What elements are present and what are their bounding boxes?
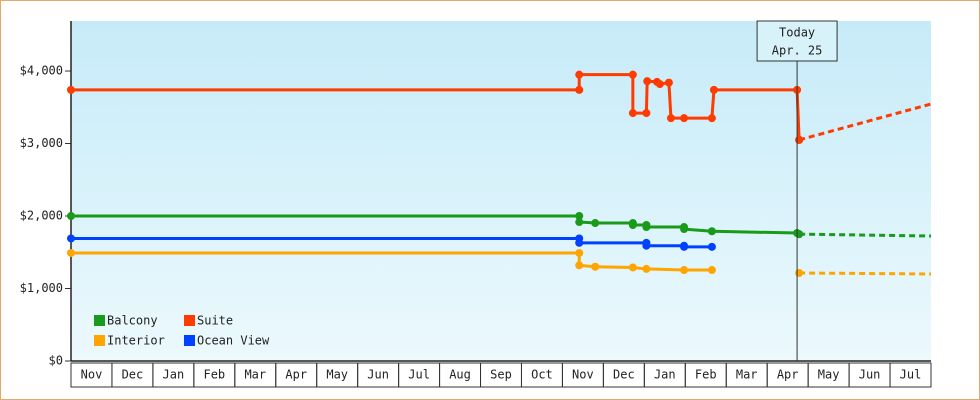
point-marker [707, 114, 716, 123]
x-tick-label: Jul [408, 368, 430, 382]
x-tick-label: Jan [163, 368, 185, 382]
point-marker [628, 221, 637, 229]
month-cell [889, 362, 932, 388]
x-tick-label: Jan [654, 368, 676, 382]
forecast-line [798, 102, 932, 142]
plot-area [71, 21, 931, 361]
forecast-marker [795, 268, 804, 277]
point-marker [642, 264, 651, 273]
y-tick-label: $3,000 [20, 136, 63, 150]
point-marker [795, 230, 804, 239]
point-marker [575, 261, 584, 270]
x-tick-label: Oct [531, 368, 553, 382]
x-tick-label: May [818, 368, 840, 382]
forecast-line [799, 232, 932, 238]
x-tick-label: Mar [736, 368, 758, 382]
y-tick-label: $0 [49, 354, 63, 368]
point-marker [67, 212, 75, 221]
today-label: Apr. 25 [772, 44, 823, 58]
y-tick-label: $2,000 [20, 209, 63, 223]
x-tick-label: Nov [81, 368, 103, 382]
point-marker [591, 219, 600, 228]
point-marker [666, 114, 675, 123]
point-marker [575, 70, 584, 79]
legend-swatch [94, 315, 105, 326]
y-tick-label: $4,000 [20, 64, 63, 78]
point-marker [655, 80, 664, 89]
x-tick-label: Dec [122, 368, 144, 382]
x-tick-label: Feb [203, 368, 225, 382]
x-tick-label: Dec [613, 368, 635, 382]
forecast-line [799, 271, 932, 276]
x-tick-label: Sep [490, 368, 512, 382]
point-marker [575, 85, 584, 94]
legend-label: Suite [197, 314, 233, 328]
legend-swatch [94, 335, 105, 346]
x-tick-label: Jun [859, 368, 881, 382]
point-marker [680, 225, 689, 234]
today-label: Today [779, 26, 815, 40]
point-marker [575, 218, 584, 227]
legend-swatch [184, 335, 195, 346]
point-marker [707, 242, 716, 251]
y-tick-label: $1,000 [20, 281, 63, 295]
legend-label: Balcony [107, 314, 158, 328]
point-marker [680, 266, 689, 275]
x-tick-label: Aug [449, 368, 471, 382]
point-marker [680, 242, 689, 251]
point-marker [707, 266, 716, 275]
legend-label: Ocean View [197, 334, 270, 348]
point-marker [575, 248, 584, 257]
point-marker [795, 135, 804, 144]
point-marker [628, 70, 637, 79]
x-tick-label: Jul [900, 368, 922, 382]
point-marker [642, 109, 651, 118]
today-box [756, 20, 838, 62]
point-marker [664, 78, 673, 87]
x-tick-label: Jun [367, 368, 389, 382]
x-tick-label: Apr [777, 368, 799, 382]
x-tick-label: Nov [572, 368, 594, 382]
x-tick-label: Mar [244, 368, 266, 382]
point-marker [643, 77, 652, 86]
point-marker [575, 212, 584, 221]
point-marker [67, 85, 75, 94]
point-marker [642, 223, 651, 232]
point-marker [67, 248, 75, 257]
point-marker [628, 263, 637, 272]
legend-swatch [184, 315, 195, 326]
point-marker [575, 238, 584, 247]
x-tick-label: Apr [285, 368, 307, 382]
point-marker [709, 85, 718, 94]
point-marker [591, 262, 600, 271]
legend-label: Interior [107, 334, 165, 348]
point-marker [628, 109, 637, 118]
point-marker [707, 227, 716, 236]
point-marker [680, 114, 689, 123]
point-marker [642, 241, 651, 250]
point-marker [67, 234, 75, 243]
x-tick-label: May [326, 368, 348, 382]
x-tick-label: Feb [695, 368, 717, 382]
